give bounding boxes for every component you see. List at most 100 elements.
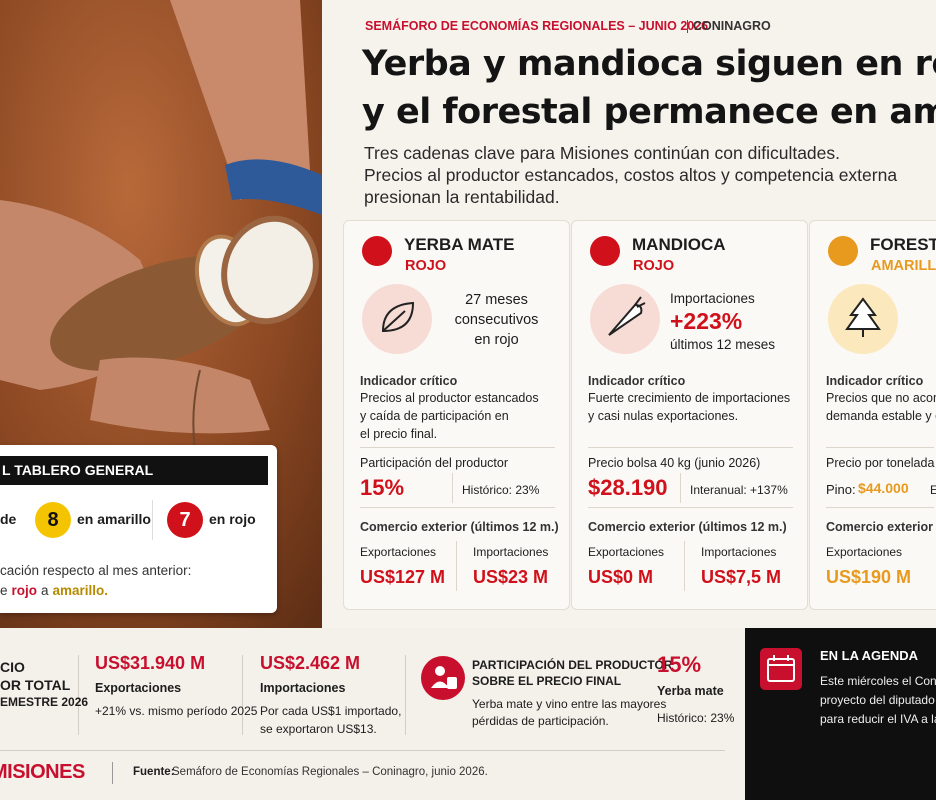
indicator-line: Fuerte crecimiento de importaciones [588, 391, 791, 405]
participation-text: pérdidas de participación. [472, 714, 609, 728]
participation-product: Yerba mate [657, 684, 724, 698]
imports-note: se exportaron US$13. [260, 722, 377, 736]
price-note: Interanual: +137% [690, 483, 788, 497]
calendar-icon [760, 648, 802, 690]
imports-label: Importaciones [260, 681, 346, 695]
exports-value: US$190 M [826, 567, 912, 587]
exports-label: Exportaciones [588, 545, 665, 559]
price-label: Precio bolsa 40 kg (junio 2026) [588, 456, 761, 470]
price-note: Histórico: 23% [462, 483, 540, 497]
highlight-value: +223% [670, 308, 743, 334]
indicator-line: el precio final. [360, 427, 438, 441]
source-label: Fuente: [133, 766, 175, 778]
price-label: Participación del productor [360, 456, 508, 470]
highlight-line: 27 meses [465, 292, 528, 308]
imports-label: Importaciones [701, 545, 777, 559]
intro-line: EMESTRE 2026 [0, 695, 89, 709]
summary-note: cación respecto al mes anterior: [0, 563, 192, 578]
intro-line: OR TOTAL [0, 677, 71, 693]
participation-title: PARTICIPACIÓN DEL PRODUCTOR [472, 658, 673, 672]
status-dot [590, 236, 620, 266]
divider [78, 655, 79, 735]
divider [826, 507, 934, 508]
imports-label: Importaciones [473, 545, 549, 559]
summary-title: L TABLERO GENERAL [2, 462, 154, 478]
status-count: 7 [179, 509, 191, 531]
change-part: e [0, 583, 8, 598]
price-value: $44.000 [858, 480, 909, 496]
indicator-line: y casi nulas exportaciones. [588, 409, 739, 423]
divider [826, 447, 934, 448]
price-note: Eu [930, 483, 936, 497]
trade-title: Comercio exterior (últimos 12 m.) [588, 520, 787, 534]
indicator-line: demanda estable y co [826, 409, 936, 423]
divider [0, 750, 725, 751]
chain-icon [608, 296, 646, 336]
chain-status: AMARILL [871, 258, 936, 274]
indicator-line: Precios que no acomp [826, 391, 936, 405]
indicator-line: y caída de participación en [360, 409, 509, 423]
divider [452, 473, 453, 503]
change-part: amarillo. [52, 583, 109, 598]
participation-text: Yerba mate y vino entre las mayores [472, 697, 667, 711]
participation-value: 15% [657, 652, 702, 677]
divider [360, 447, 555, 448]
price-value: 15% [360, 475, 405, 500]
source: CONINAGRO [693, 19, 771, 33]
highlight-line: des [910, 332, 936, 348]
exports-value: US$0 M [588, 567, 654, 587]
intro-line: CIO [0, 659, 25, 675]
change-part: a [41, 583, 49, 598]
indicator-title: Indicador crítico [826, 374, 924, 388]
bottom-band [0, 628, 745, 800]
divider [242, 655, 243, 735]
status-dot [828, 236, 858, 266]
icon-circle [828, 284, 898, 354]
divider [680, 473, 681, 503]
icon-circle [590, 284, 660, 354]
participation-icon [421, 656, 465, 700]
highlight-line: sin [910, 312, 936, 328]
summary-header [0, 456, 268, 485]
participation-title: SOBRE EL PRECIO FINAL [472, 674, 622, 688]
price-prefix: Pino: [826, 482, 856, 497]
chain-name: FOREST [870, 235, 936, 254]
status-label: en amarillo [77, 511, 151, 527]
imports-note: Por cada US$1 importado, [260, 704, 402, 718]
indicator-title: Indicador crítico [588, 374, 686, 388]
imports-value: US$23 M [473, 567, 549, 587]
chain-status: ROJO [405, 258, 447, 274]
divider [360, 507, 555, 508]
chain-card: MANDIOCA ROJO Importaciones +223% últimos 12… [571, 220, 808, 610]
imports-value: US$2.462 M [260, 653, 361, 673]
chain-status: ROJO [633, 258, 675, 274]
participation-historic: Histórico: 23% [657, 711, 735, 725]
brand: MISIONES [0, 761, 85, 783]
divider [684, 541, 685, 591]
source-text: Semáforo de Economías Regionales – Conin… [172, 766, 488, 778]
status-count-circle: 8 [35, 502, 71, 538]
agenda-line: Este miércoles el Congre [820, 674, 936, 688]
highlight-label: Importaciones [670, 291, 755, 306]
chain-icon [845, 297, 881, 337]
highlight-period: últimos 12 meses [670, 337, 776, 352]
icon-circle [362, 284, 432, 354]
status-count: 8 [47, 509, 59, 531]
divider [588, 507, 793, 508]
subtitle-line: Precios al productor estancados, costos … [364, 165, 898, 185]
highlight-line: en rojo [474, 332, 519, 348]
title-line: y el forestal permanece en ama [362, 92, 936, 132]
chain-card: YERBA MATE ROJO 27 meses consecutivos en roj… [343, 220, 570, 610]
agenda-line: proyecto del diputado C [820, 693, 936, 707]
divider [588, 447, 793, 448]
trade-title: Comercio exterior (últimos 12 m.) [826, 520, 936, 534]
highlight-line: consecutivos [454, 312, 539, 328]
status-dot [362, 236, 392, 266]
chain-icon [381, 301, 415, 333]
indicator-line: Precios al productor estancados [360, 391, 539, 405]
price-label: Precio por tonelada [826, 456, 935, 470]
agenda-title: EN LA AGENDA [820, 648, 918, 663]
divider [687, 20, 688, 33]
divider [405, 655, 406, 735]
subtitle-line: presionan la rentabilidad. [364, 187, 560, 207]
